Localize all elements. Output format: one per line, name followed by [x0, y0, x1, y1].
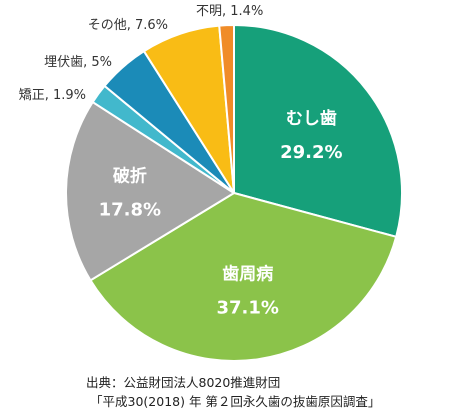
- slice-1-wedge: [233, 23, 403, 239]
- slice-6-outside-label: その他, 7.6%: [88, 18, 168, 33]
- slice-3-wedge: [65, 100, 236, 282]
- slice-2-label-group: 歯周病 37.1%: [217, 263, 279, 318]
- slice-3-label-group: 破折 17.8%: [99, 166, 161, 221]
- slice-1-value-label: 29.2%: [280, 142, 342, 163]
- slice-2-category-label: 歯周病: [222, 263, 273, 284]
- source-line-1: 出典：公益財団法人8020推進財団: [86, 375, 281, 390]
- slice-2-value-label: 37.1%: [217, 297, 279, 318]
- slice-1-label-group: むし歯 29.2%: [280, 108, 342, 163]
- slice-3-category-label: 破折: [113, 166, 147, 187]
- slice-5-outside-label: 埋伏歯, 5%: [44, 55, 112, 70]
- slice-7-outside-label: 不明, 1.4%: [196, 4, 263, 19]
- slice-3-value-label: 17.8%: [99, 200, 161, 221]
- pie-chart: むし歯 29.2% 歯周病 37.1% 破折 17.8% 矯正, 1.9% 埋伏歯, 5% その…: [19, 4, 403, 362]
- source-line-2: 「平成30(2018) 年 第２回永久歯の抜歯原因調査」: [90, 394, 381, 409]
- slice-4-outside-label: 矯正, 1.9%: [19, 88, 86, 103]
- slice-7-wedge: [218, 23, 235, 194]
- slice-1-category-label: むし歯: [286, 108, 337, 129]
